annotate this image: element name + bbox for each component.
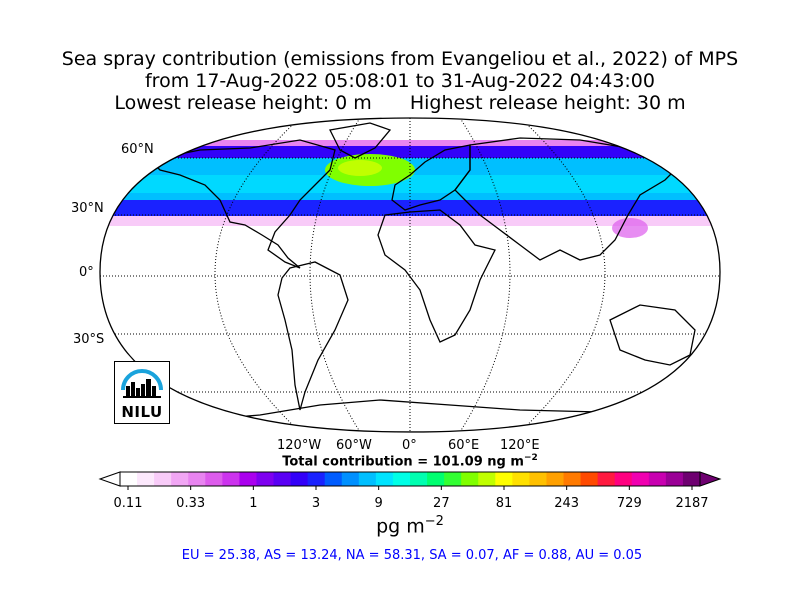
colorbar-tick-label: 2187	[675, 496, 709, 511]
colorbar-cell	[580, 472, 599, 486]
colorbar-cell	[392, 472, 411, 486]
colorbar-cell	[120, 472, 138, 486]
colorbar-cell	[273, 472, 292, 486]
pacific-spots	[612, 218, 648, 238]
lat-label-60n: 60°N	[121, 142, 154, 157]
colorbar-unit-text: pg m	[376, 515, 425, 538]
colorbar-cell	[290, 472, 309, 486]
atlantic-hotspot-core	[338, 160, 382, 176]
lat-label-30n: 30°N	[71, 201, 104, 216]
colorbar-cell	[256, 472, 275, 486]
africa	[377, 209, 496, 343]
colorbar-cell	[478, 472, 496, 486]
map-title-line2: from 17-Aug-2022 05:08:01 to 31-Aug-2022…	[144, 70, 655, 92]
colorbar-cell	[461, 472, 479, 486]
colorbar-frame	[119, 471, 701, 487]
lon-label-60e: 60°E	[448, 438, 480, 453]
colorbar-cell	[614, 472, 633, 486]
colorbar-cell	[648, 472, 667, 486]
colorbar-cell	[188, 472, 206, 486]
colorbar-cell	[563, 472, 582, 486]
colorbar-cell	[682, 472, 701, 486]
colorbar-cell	[444, 472, 462, 486]
total-contribution-text: Total contribution = 101.09 ng m	[282, 454, 524, 470]
colorbar-tick-label: 81	[495, 496, 513, 511]
colorbar-cell	[239, 472, 257, 486]
lon-label-120w: 120°W	[277, 438, 322, 453]
colorbar-cell	[137, 472, 155, 486]
colorbar-cell	[375, 472, 394, 486]
colorbar-cell	[358, 472, 377, 486]
colorbar-cell	[495, 472, 513, 486]
colorbar-cell	[154, 472, 172, 486]
colorbar-cell	[410, 472, 428, 486]
colorbar-cell	[512, 472, 530, 486]
colorbar-tick-label: 1	[249, 496, 258, 511]
total-contribution-exponent: −2	[523, 453, 538, 463]
colorbar-cell	[665, 472, 684, 486]
colorbar-cell	[324, 472, 343, 486]
colorbar-cell	[171, 472, 189, 486]
map-title-line1: Sea spray contribution (emissions from E…	[61, 48, 739, 70]
colorbar-cell	[205, 472, 223, 486]
nilu-logo-text: NILU	[121, 403, 163, 421]
colorbar-cell	[631, 472, 650, 486]
colorbar-cell	[546, 472, 565, 486]
globe-outline	[99, 117, 721, 433]
coastlines	[100, 122, 720, 432]
colorbar-cell	[529, 472, 547, 486]
colorbar-left-arrow	[98, 471, 121, 487]
south-america	[277, 261, 349, 411]
colorbar-tick-label: 3	[311, 496, 321, 511]
antarctica	[100, 399, 720, 432]
nilu-logo-icon	[121, 369, 163, 398]
lon-label-0: 0°	[402, 438, 417, 453]
lat-label-30s: 30°S	[73, 332, 105, 347]
colorbar-tick-label: 9	[374, 496, 383, 511]
lat-label-equator: 0°	[79, 265, 94, 280]
colorbar-tick-label: 729	[616, 496, 642, 511]
colorbar-cell	[222, 472, 240, 486]
colorbar-unit-exponent: −2	[424, 514, 444, 529]
map-title-line3: Lowest release height: 0 m Highest releas…	[0, 93, 800, 114]
greenland	[329, 122, 392, 159]
colorbar-right-arrow	[699, 471, 722, 487]
colorbar-tick-label: 0.11	[113, 496, 143, 511]
lon-label-120e: 120°E	[500, 438, 540, 453]
region-totals: EU = 25.38, AS = 13.24, NA = 58.31, SA =…	[181, 548, 643, 563]
australia	[609, 304, 696, 366]
colorbar-tick-label: 243	[554, 496, 580, 511]
colorbar-cell	[341, 472, 360, 486]
colorbar-tick-label: 0.33	[176, 496, 206, 511]
highest-release-height: Highest release height: 30 m	[409, 92, 686, 114]
lowest-release-height: Lowest release height: 0 m	[114, 92, 372, 114]
colorbar-units: pg m−2	[0, 514, 800, 537]
total-contribution: Total contribution = 101.09 ng m−2	[0, 453, 800, 469]
colorbar-cell	[427, 472, 445, 486]
nilu-logo: NILU	[114, 361, 170, 424]
colorbar-cell	[597, 472, 616, 486]
colorbar-cell	[307, 472, 326, 486]
lon-label-60w: 60°W	[336, 438, 372, 453]
colorbar-tick-label: 27	[433, 496, 450, 511]
north-america	[148, 139, 336, 269]
